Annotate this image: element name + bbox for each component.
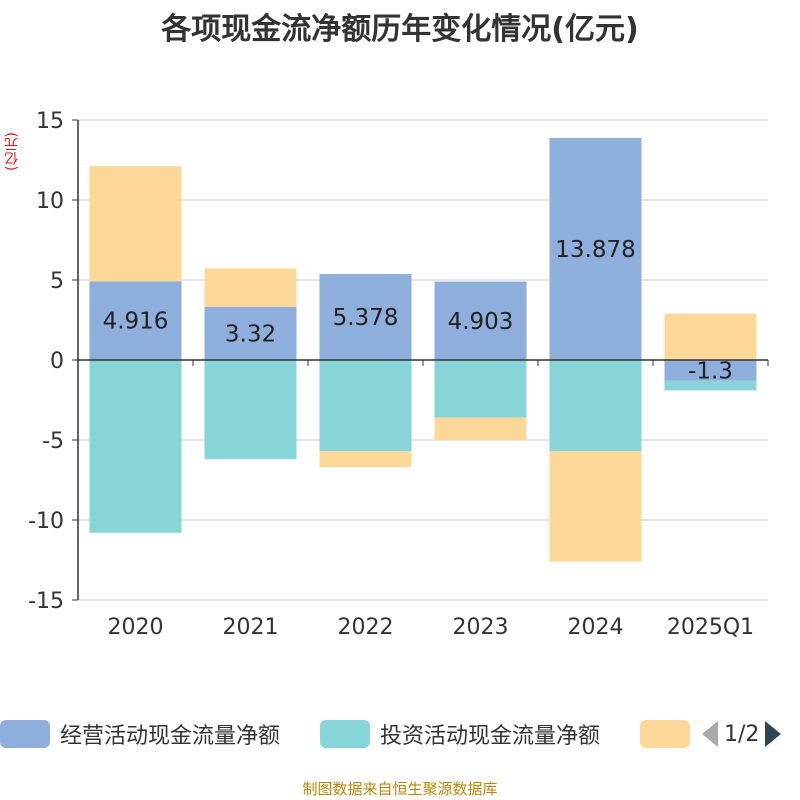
legend-swatch-operating [0, 720, 50, 748]
legend-swatch-financing [640, 720, 690, 748]
y-tick-label: 10 [36, 189, 64, 214]
chart-title: 各项现金流净额历年变化情况(亿元) [161, 12, 639, 47]
data-source-note: 制图数据来自恒生聚源数据库 [302, 780, 498, 798]
bar-investing-2021 [204, 360, 297, 460]
bar-operating-2021 [204, 306, 297, 360]
pager-next-icon[interactable] [763, 719, 783, 749]
bar-operating-2022 [319, 273, 412, 360]
y-tick-label: 15 [36, 109, 64, 134]
pager-prev-icon[interactable] [700, 719, 720, 749]
legend-item-financing[interactable] [640, 716, 690, 752]
data-label: 4.903 [448, 309, 514, 335]
data-label: 3.32 [225, 321, 276, 347]
bar-operating-2024 [549, 137, 642, 360]
y-tick-label: 5 [50, 269, 64, 294]
data-label: -1.3 [688, 358, 733, 384]
bar-financing-2025Q1 [664, 313, 757, 360]
bar-investing-2022 [319, 360, 412, 452]
bar-financing-2022 [319, 451, 412, 468]
bar-investing-2024 [549, 360, 642, 452]
bar-investing-2020 [89, 360, 182, 533]
bar-financing-2021 [204, 268, 297, 307]
bar-operating-2020 [89, 281, 182, 360]
legend: 经营活动现金流量净额 投资活动现金流量净额 [0, 716, 800, 752]
data-label: 4.916 [103, 309, 169, 335]
x-tick-label: 2021 [223, 615, 279, 640]
pager-page-indicator: 1/2 [724, 721, 760, 747]
legend-item-investing[interactable]: 投资活动现金流量净额 [320, 716, 600, 752]
bar-operating-2025Q1 [664, 360, 757, 381]
y-tick-label: -5 [42, 429, 64, 454]
x-tick-label: 2025Q1 [667, 615, 754, 640]
bar-financing-2024 [549, 451, 642, 562]
x-tick-label: 2020 [108, 615, 164, 640]
bar-investing-2025Q1 [664, 380, 757, 391]
y-tick-label: -10 [28, 509, 64, 534]
y-tick-label: -15 [28, 589, 64, 614]
bar-operating-2023 [434, 281, 527, 360]
bar-chart: 15 10 5 0 -5 -10 -15 2020 2021 2022 2023 2024 2025Q1… [28, 109, 769, 640]
legend-label-operating: 经营活动现金流量净额 [60, 724, 281, 749]
x-tick-label: 2022 [338, 615, 394, 640]
legend-swatch-investing [320, 720, 370, 748]
x-tick-label: 2024 [568, 615, 624, 640]
x-tick-label: 2023 [453, 615, 509, 640]
y-tick-label: 0 [50, 349, 64, 374]
bar-investing-2023 [434, 360, 527, 418]
data-label: 5.378 [333, 305, 399, 331]
legend-pager: 1/2 [700, 716, 800, 752]
bar-financing-2023 [434, 417, 527, 440]
data-label: 13.878 [555, 237, 635, 263]
legend-item-operating[interactable]: 经营活动现金流量净额 [0, 716, 280, 752]
legend-label-investing: 投资活动现金流量净额 [380, 724, 601, 749]
bar-financing-2020 [89, 166, 182, 282]
